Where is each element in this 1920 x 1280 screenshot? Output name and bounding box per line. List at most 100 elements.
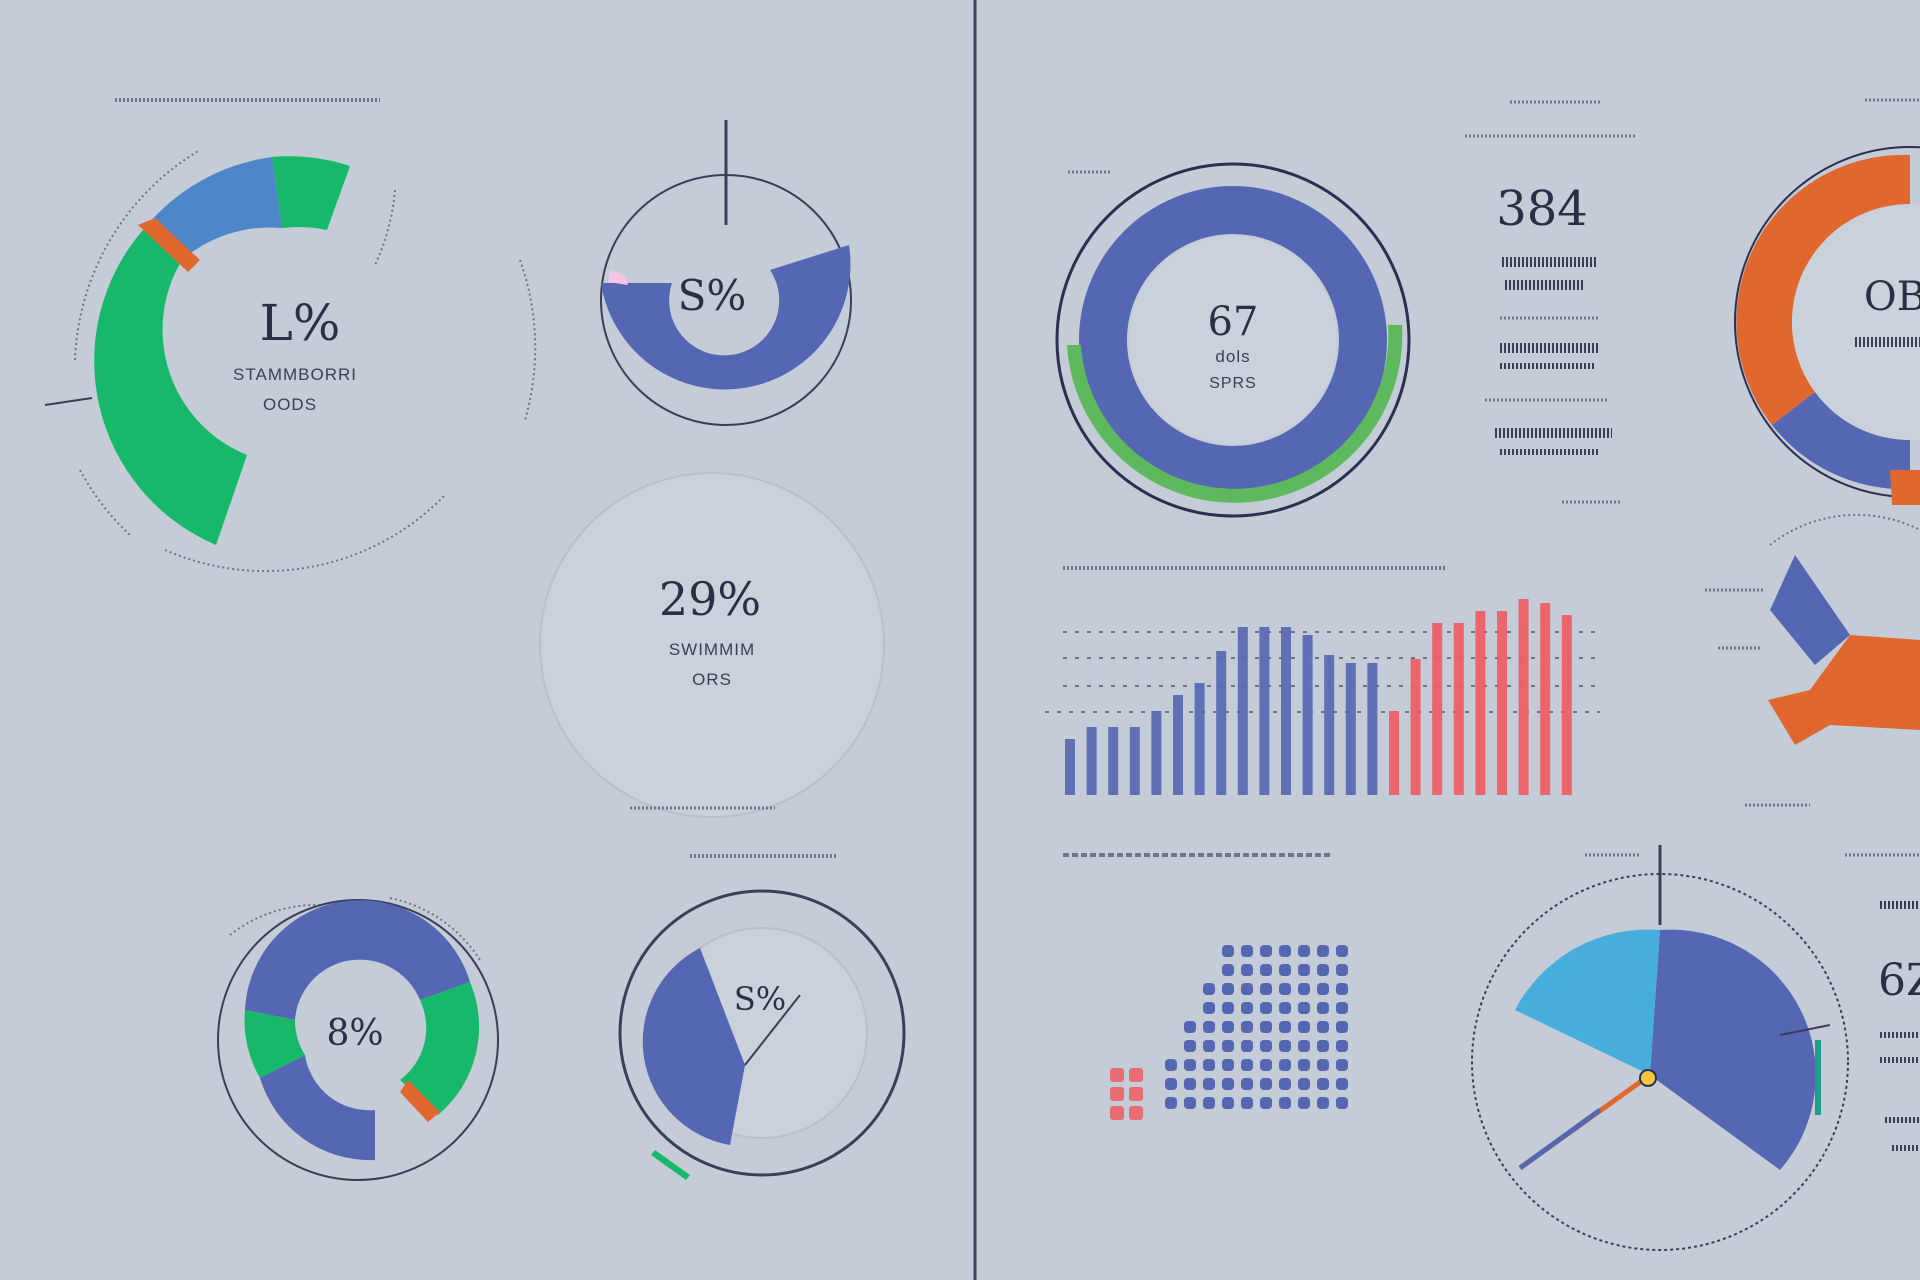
dot xyxy=(1279,983,1291,995)
dot xyxy=(1222,1097,1234,1109)
dot xyxy=(1317,1040,1329,1052)
outline-ring xyxy=(217,899,499,1181)
bar xyxy=(1216,651,1227,795)
dot xyxy=(1203,983,1215,995)
bar xyxy=(1540,603,1551,795)
dot-matrix xyxy=(1110,945,1348,1120)
pivot-dot xyxy=(1639,1069,1657,1087)
bar-chart-right xyxy=(1045,566,1600,795)
center-sublabel: SPRS xyxy=(1209,375,1257,392)
dot xyxy=(1222,964,1234,976)
dot xyxy=(1298,1040,1310,1052)
dot xyxy=(1222,945,1234,957)
bar xyxy=(1518,599,1529,795)
bar xyxy=(1302,635,1313,795)
pie-slice xyxy=(1768,635,1920,745)
outline-ring xyxy=(618,889,906,1177)
pie-slice xyxy=(642,948,745,1145)
dot xyxy=(1260,1078,1272,1090)
bar xyxy=(1367,663,1378,795)
stat-column: 384 xyxy=(1485,181,1620,504)
outline-ring xyxy=(600,174,852,426)
dashed-arc xyxy=(74,149,201,361)
dot xyxy=(1203,1021,1215,1033)
donut-slice xyxy=(245,900,470,1020)
accent-mark xyxy=(1890,470,1920,505)
donut-slice xyxy=(1736,154,1910,425)
dot xyxy=(1203,1097,1215,1109)
dashed-arc xyxy=(374,189,396,266)
bar xyxy=(1259,627,1270,795)
dot xyxy=(1317,1078,1329,1090)
center-value: OB xyxy=(1864,274,1920,320)
dashed-arc xyxy=(1769,513,1920,546)
stat-value: 384 xyxy=(1496,181,1588,237)
center-label: STAMMBORRI xyxy=(233,365,357,384)
pie-slice xyxy=(1515,929,1660,1075)
dot xyxy=(1241,1040,1253,1052)
donut-left-large: L% STAMMBORRI OODS xyxy=(44,149,537,573)
donut-far-right: OB xyxy=(1734,146,1920,505)
dot xyxy=(1184,1078,1196,1090)
dot xyxy=(1336,983,1348,995)
dot xyxy=(1260,983,1272,995)
dot xyxy=(1241,964,1253,976)
circle-fill xyxy=(539,472,885,818)
dot xyxy=(1336,1097,1348,1109)
dot xyxy=(1184,1097,1196,1109)
accent-mark xyxy=(608,270,628,285)
outline-ring xyxy=(1055,162,1411,518)
center-sublabel: ORS xyxy=(692,670,732,689)
dot xyxy=(1317,1021,1329,1033)
accent-mark xyxy=(651,1150,690,1180)
bar xyxy=(1129,727,1140,795)
dot xyxy=(1184,1059,1196,1071)
dashed-arc xyxy=(164,494,446,573)
donut-ring xyxy=(1079,186,1387,494)
dot xyxy=(1110,1068,1124,1082)
dot xyxy=(1279,1002,1291,1014)
dot xyxy=(1165,1097,1177,1109)
center-value: 29% xyxy=(659,572,761,626)
dot xyxy=(1336,945,1348,957)
pointer-line xyxy=(44,397,93,406)
dot xyxy=(1222,1059,1234,1071)
bar xyxy=(1173,695,1183,795)
dot xyxy=(1317,1059,1329,1071)
accent-bar xyxy=(1815,1040,1821,1115)
dot xyxy=(1222,1078,1234,1090)
donut-slice xyxy=(260,1055,375,1161)
bar xyxy=(1324,655,1335,795)
donut-bottom-left: 8% xyxy=(217,897,499,1181)
dot xyxy=(1279,1021,1291,1033)
center-sublabel: OODS xyxy=(263,395,317,414)
dot xyxy=(1279,1078,1291,1090)
dot xyxy=(1203,1040,1215,1052)
dot xyxy=(1317,964,1329,976)
dot xyxy=(1203,1059,1215,1071)
dot xyxy=(1110,1106,1124,1120)
dot xyxy=(1184,1040,1196,1052)
dot xyxy=(1241,945,1253,957)
bar xyxy=(1561,615,1572,795)
dot xyxy=(1279,1097,1291,1109)
dot xyxy=(1336,964,1348,976)
bar xyxy=(1475,611,1486,795)
outline-ring xyxy=(1471,873,1849,1251)
donut-right-top: 67 dols SPRS xyxy=(1055,162,1411,518)
bar xyxy=(1453,623,1464,795)
half-donut-top: S% xyxy=(600,120,852,426)
dot xyxy=(1298,1059,1310,1071)
pointer-line xyxy=(1779,1024,1831,1036)
dot xyxy=(1260,945,1272,957)
dot xyxy=(1298,1078,1310,1090)
dot xyxy=(1260,1040,1272,1052)
bar xyxy=(1497,611,1507,795)
dot xyxy=(1241,1059,1253,1071)
dot xyxy=(1298,1021,1310,1033)
dot xyxy=(1336,1040,1348,1052)
donut-slice xyxy=(94,230,247,545)
donut-slice xyxy=(1772,392,1910,490)
dot xyxy=(1241,1078,1253,1090)
center-label: dols xyxy=(1215,347,1250,366)
